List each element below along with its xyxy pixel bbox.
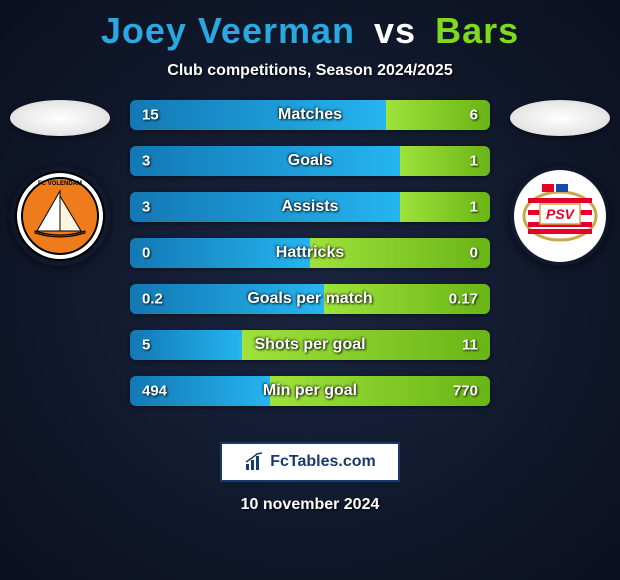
bar-label: Assists xyxy=(282,198,339,216)
bar-row-goals: 3 1 Goals xyxy=(130,146,490,176)
svg-text:FC VOLENDAM: FC VOLENDAM xyxy=(38,181,82,187)
bar-value-right: 11 xyxy=(462,337,478,354)
bar-label: Goals xyxy=(288,152,332,170)
footer-brand-text: FcTables.com xyxy=(270,453,376,471)
comparison-content: FC VOLENDAM PSV 15 6 Matches 3 1 Goals 3 1 Assis… xyxy=(0,100,620,430)
bar-value-right: 1 xyxy=(470,153,478,170)
fctables-logo[interactable]: FcTables.com xyxy=(220,442,400,482)
bar-value-right: 0.17 xyxy=(449,291,478,308)
bar-row-min-per-goal: 494 770 Min per goal xyxy=(130,376,490,406)
psv-badge-icon: PSV xyxy=(512,168,608,264)
svg-text:PSV: PSV xyxy=(546,206,576,222)
bar-label: Goals per match xyxy=(247,290,372,308)
title-left: Joey Veerman xyxy=(101,10,355,51)
bar-row-assists: 3 1 Assists xyxy=(130,192,490,222)
bar-left-fill xyxy=(130,146,400,176)
bar-left-fill xyxy=(130,100,386,130)
comparison-bars: 15 6 Matches 3 1 Goals 3 1 Assists 0 0 Hattricks 0.2… xyxy=(130,100,490,422)
bar-value-right: 6 xyxy=(470,107,478,124)
bar-value-left: 494 xyxy=(142,383,167,400)
left-club-badge: FC VOLENDAM xyxy=(10,166,110,266)
volendam-badge-icon: FC VOLENDAM xyxy=(15,171,105,261)
subtitle: Club competitions, Season 2024/2025 xyxy=(0,62,620,80)
bar-value-left: 0 xyxy=(142,245,150,262)
title-right: Bars xyxy=(435,10,519,51)
bar-value-right: 0 xyxy=(470,245,478,262)
page-title: Joey Veerman vs Bars xyxy=(0,0,620,52)
title-vs: vs xyxy=(374,10,416,51)
date-text: 10 november 2024 xyxy=(0,496,620,514)
right-club-badge: PSV xyxy=(510,166,610,266)
fctables-icon xyxy=(244,452,264,472)
bar-left-fill xyxy=(130,192,400,222)
bar-row-matches: 15 6 Matches xyxy=(130,100,490,130)
bar-value-left: 3 xyxy=(142,153,150,170)
left-player-avatar xyxy=(10,100,110,136)
bar-label: Min per goal xyxy=(263,382,357,400)
right-player-column: PSV xyxy=(500,100,620,266)
bar-value-right: 770 xyxy=(453,383,478,400)
bar-value-right: 1 xyxy=(470,199,478,216)
bar-row-hattricks: 0 0 Hattricks xyxy=(130,238,490,268)
bar-label: Matches xyxy=(278,106,342,124)
bar-label: Hattricks xyxy=(276,244,344,262)
bar-value-left: 5 xyxy=(142,337,150,354)
right-player-avatar xyxy=(510,100,610,136)
bar-row-shots-per-goal: 5 11 Shots per goal xyxy=(130,330,490,360)
bar-value-left: 0.2 xyxy=(142,291,163,308)
bar-value-left: 3 xyxy=(142,199,150,216)
left-player-column: FC VOLENDAM xyxy=(0,100,120,266)
bar-row-goals-per-match: 0.2 0.17 Goals per match xyxy=(130,284,490,314)
bar-label: Shots per goal xyxy=(254,336,365,354)
bar-value-left: 15 xyxy=(142,107,159,124)
